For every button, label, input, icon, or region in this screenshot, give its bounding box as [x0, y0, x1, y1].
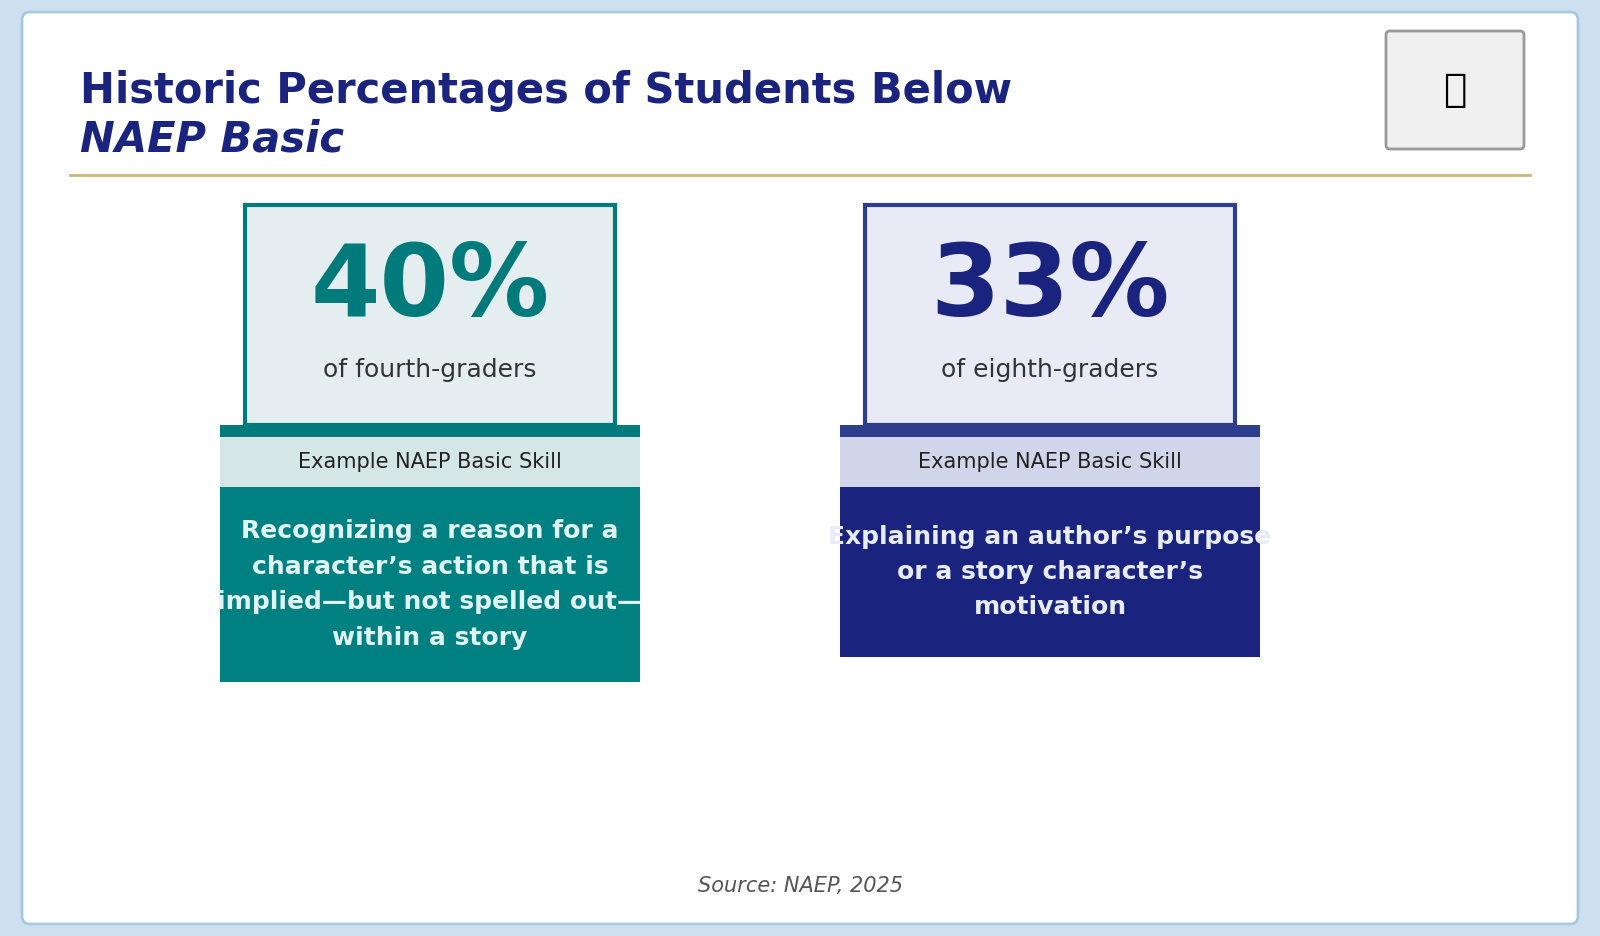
Text: Example NAEP Basic Skill: Example NAEP Basic Skill: [298, 452, 562, 472]
Bar: [245, 205, 614, 425]
Text: 📖: 📖: [1443, 71, 1467, 109]
Bar: [221, 487, 640, 682]
Text: 40%: 40%: [310, 241, 549, 337]
FancyBboxPatch shape: [1386, 31, 1523, 149]
Text: of eighth-graders: of eighth-graders: [941, 358, 1158, 382]
Text: Recognizing a reason for a
character’s action that is
implied—but not spelled ou: Recognizing a reason for a character’s a…: [218, 519, 643, 650]
Text: Historic Percentages of Students Below: Historic Percentages of Students Below: [80, 70, 1013, 112]
Bar: [840, 487, 1261, 657]
Text: 33%: 33%: [930, 241, 1170, 337]
Text: Explaining an author’s purpose
or a story character’s
motivation: Explaining an author’s purpose or a stor…: [829, 524, 1272, 620]
Text: NAEP Basic: NAEP Basic: [80, 118, 344, 160]
Bar: [221, 437, 640, 487]
Text: Source: NAEP, 2025: Source: NAEP, 2025: [698, 876, 902, 896]
Bar: [221, 425, 640, 437]
Bar: [840, 437, 1261, 487]
Text: of fourth-graders: of fourth-graders: [323, 358, 536, 382]
Bar: [866, 205, 1235, 425]
FancyBboxPatch shape: [22, 12, 1578, 924]
Bar: [840, 425, 1261, 437]
Text: Example NAEP Basic Skill: Example NAEP Basic Skill: [918, 452, 1182, 472]
